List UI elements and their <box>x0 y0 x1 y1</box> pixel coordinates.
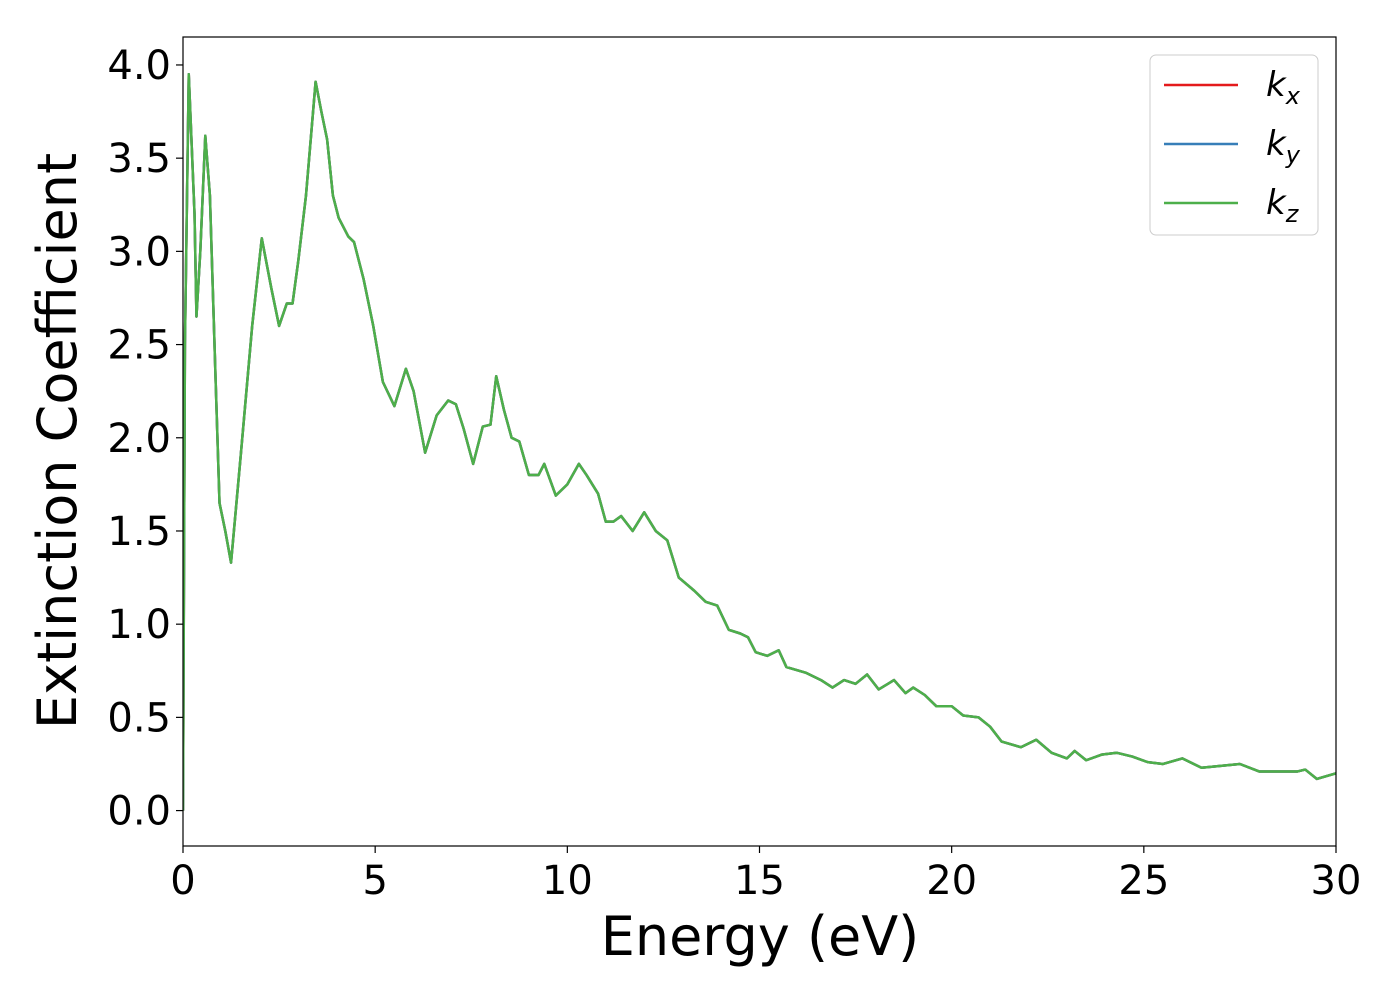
x-tick-label: 30 <box>1311 858 1362 904</box>
y-tick-label: 2.0 <box>107 416 171 462</box>
plot-frame <box>182 36 1337 847</box>
y-axis-label: Extinction Coefficient <box>26 153 89 729</box>
legend-label: ky <box>1266 124 1301 169</box>
y-tick-label: 3.5 <box>107 136 171 182</box>
y-tick-label: 0.5 <box>107 695 171 741</box>
data-line <box>183 73 1336 811</box>
x-tick-label: 5 <box>362 858 387 904</box>
x-tick-label: 25 <box>1118 858 1169 904</box>
x-tick-label: 20 <box>926 858 977 904</box>
x-tick-label: 0 <box>170 858 195 904</box>
x-axis-label: Energy (eV) <box>601 905 920 968</box>
legend-label: kz <box>1266 183 1300 228</box>
y-tick-label: 1.5 <box>107 509 171 555</box>
legend-label: kx <box>1266 65 1301 110</box>
y-tick-label: 1.0 <box>107 602 171 648</box>
y-tick-label: 3.0 <box>107 229 171 275</box>
x-tick-label: 15 <box>734 858 785 904</box>
y-tick-label: 2.5 <box>107 323 171 369</box>
x-tick-label: 10 <box>542 858 593 904</box>
y-tick-label: 0.0 <box>107 789 171 835</box>
y-tick-label: 4.0 <box>107 43 171 89</box>
